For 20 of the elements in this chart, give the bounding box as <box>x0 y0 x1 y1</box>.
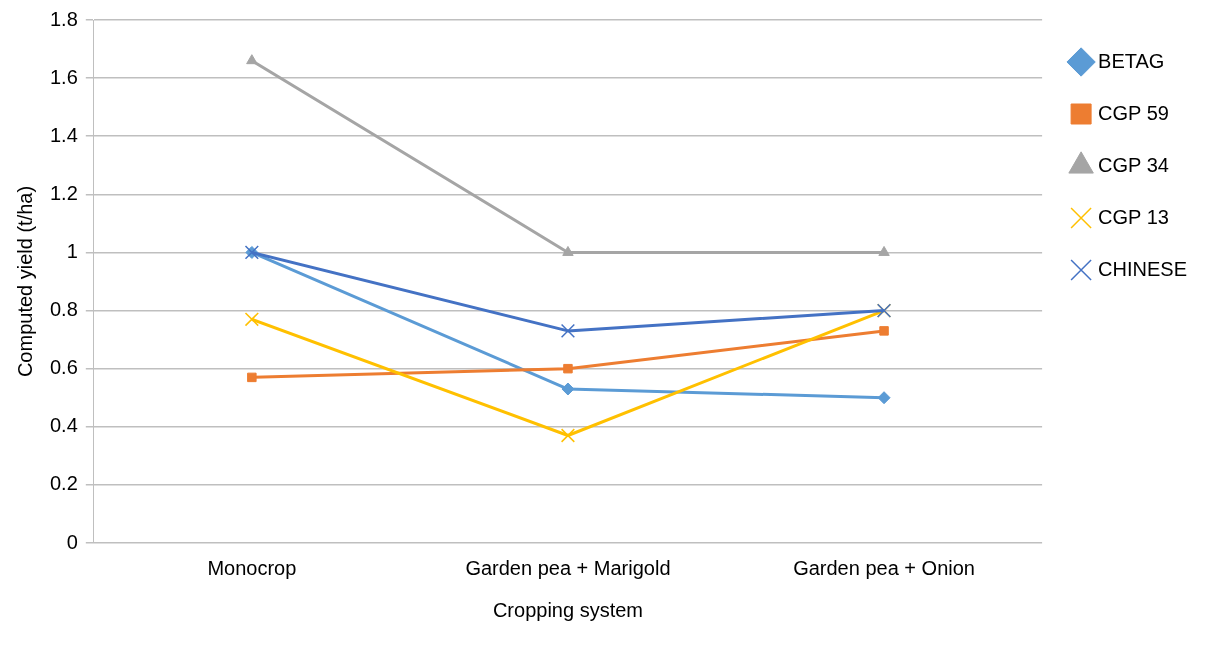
x-tick-label: Garden pea + Marigold <box>465 556 671 579</box>
legend-label: CGP 34 <box>1098 153 1169 176</box>
legend-label: CHINESE <box>1098 257 1187 280</box>
y-tick-label: 1.8 <box>49 7 78 30</box>
x-axis-title: Cropping system <box>492 598 643 621</box>
y-tick-label: 1.2 <box>49 181 78 204</box>
x-tick-label: Garden pea + Onion <box>793 556 975 579</box>
y-tick-label: 1 <box>66 239 78 262</box>
y-tick-label: 1.6 <box>49 65 78 88</box>
y-tick-label: 0.2 <box>49 472 78 495</box>
y-tick-label: 0.4 <box>49 414 78 437</box>
legend-label: BETAG <box>1098 49 1165 72</box>
y-tick-label: 0.8 <box>49 298 78 321</box>
y-tick-label: 1.4 <box>49 123 78 146</box>
y-tick-label: 0.6 <box>49 356 78 379</box>
x-tick-label: Monocrop <box>207 556 297 579</box>
y-tick-label: 0 <box>66 530 78 553</box>
legend-label: CGP 59 <box>1098 101 1169 124</box>
legend-label: CGP 13 <box>1098 205 1169 228</box>
y-axis-title: Computed yield (t/ha) <box>13 185 36 378</box>
